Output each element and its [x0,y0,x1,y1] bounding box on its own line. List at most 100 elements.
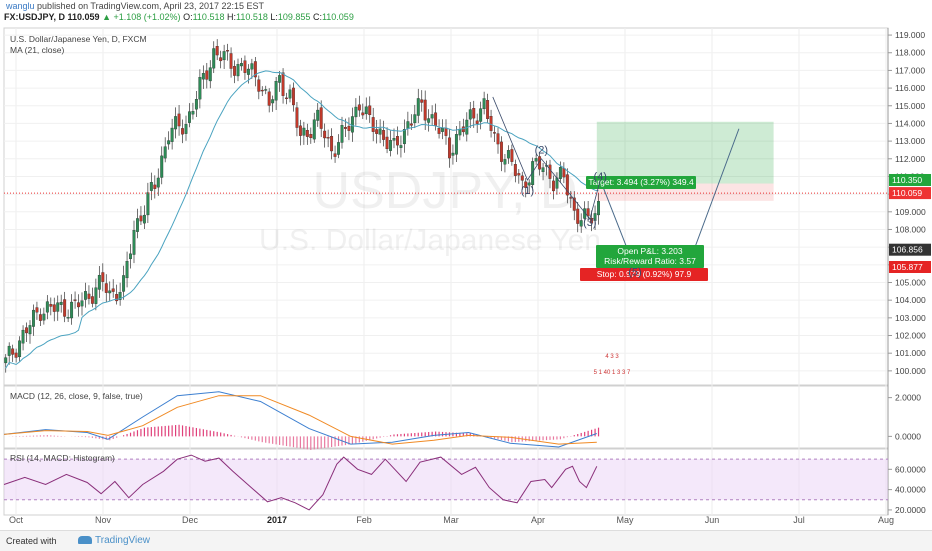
y-tick-label: 101.000 [895,348,926,358]
rsi-line [3,454,598,511]
candle-body [73,299,77,301]
candle-body [21,329,25,344]
price-chart[interactable]: Oct Nov Dec 2017 Feb Mar Apr May Jun Jul Aug 119.00… [0,0,932,530]
candle-body [129,253,132,260]
candle-body [278,75,282,83]
tradingview-link[interactable]: TradingView [78,535,150,546]
candle-body [506,150,510,159]
candle-body [427,118,431,123]
axis-label-stop-box [889,260,931,273]
x-tick-label: Aug [878,515,894,525]
candle-body [579,220,583,227]
candle-body [236,64,240,77]
candle-body [271,99,275,104]
candle-body [531,161,535,186]
candle-body [472,108,476,119]
candle-body [94,287,98,304]
x-tick-label: Apr [531,515,545,525]
last-price: 110.059 [67,12,100,22]
rsi-y-tick-label: 40.0000 [895,485,926,495]
candle-body [434,112,438,126]
candle-body [167,140,171,145]
candle-body [562,168,566,178]
candle-body [479,108,483,122]
candle-body [56,302,60,312]
y-tick-label: 114.000 [895,118,925,128]
macd-y-tick-label: 0.0000 [895,431,921,441]
candle-body [482,98,486,110]
candle-body [423,99,427,121]
low-label: L: [270,12,278,22]
x-tick-label: Jun [705,515,720,525]
candle-body [357,104,361,111]
candle-body [215,46,219,56]
candle-body [295,107,299,128]
candle-body [260,89,264,92]
candle-body [396,136,399,146]
macd-line [3,391,597,448]
ma-21-line [5,70,599,369]
x-tick-label: Mar [443,515,459,525]
candle-body [184,124,188,134]
open-value: 110.518 [192,12,225,22]
event-marker: 5 1 40 1 3 3 7 [594,370,631,376]
candle-body [576,208,580,224]
candle-body [222,51,226,61]
pane-frame-1 [3,385,889,449]
candle-body [496,133,500,145]
candle-body [77,302,80,308]
candle-body [38,314,42,321]
candle-body [316,109,320,121]
open-pnl-label-text: Risk/Reward Ratio: 3.57 [604,256,696,266]
y-tick-label: 113.000 [895,136,925,146]
candle-body [461,126,465,133]
candle-body [326,137,330,139]
candle-body [264,89,268,91]
candle-body [84,291,87,300]
candle-body [87,293,91,299]
x-tick-label: 2017 [267,515,287,525]
y-tick-label: 112.000 [895,154,925,164]
tradingview-logo-icon [78,536,92,545]
candle-body [333,153,337,157]
footer-bar: Created with TradingView [0,530,932,551]
candle-body [524,181,528,188]
candle-body [253,61,257,78]
rsi-y-tick-label: 60.0000 [895,464,926,474]
candle-body [250,63,254,70]
low-value: 109.855 [277,12,311,22]
candle-body [444,127,448,136]
candle-body [503,159,507,165]
ma-legend: MA (21, close) [10,45,65,55]
price-change: ▲ +1.108 (+1.02%) [102,12,181,22]
pane-frame-2 [3,448,889,516]
candle-body [194,98,198,110]
candle-body [219,57,223,62]
watermark-symbol: USDJPY, D [313,162,578,220]
candle-body [212,48,216,69]
close-label: C: [312,12,322,22]
candle-body [45,301,49,313]
candle-body [233,66,236,76]
close-value: 110.059 [321,12,354,22]
axis-label-last-text: 110.059 [892,188,922,198]
x-tick-label: Nov [95,515,112,525]
candle-body [111,288,115,292]
candle-body [565,174,569,196]
candle-body [257,79,261,92]
event-marker: 4 3 3 [605,354,619,360]
candle-body [402,129,406,145]
candle-body [181,128,184,135]
candle-body [66,317,70,319]
y-tick-label: 100.000 [895,366,926,376]
candle-body [399,145,403,148]
candle-body [500,141,503,162]
author-link[interactable]: wanglu [6,1,35,11]
rsi-y-tick-label: 20.0000 [895,505,926,515]
candle-body [14,352,18,358]
candle-body [510,149,514,162]
candle-body [274,81,278,101]
candle-body [226,50,230,52]
wave-label: (3) [583,217,596,229]
high-value: 110.518 [235,12,268,22]
